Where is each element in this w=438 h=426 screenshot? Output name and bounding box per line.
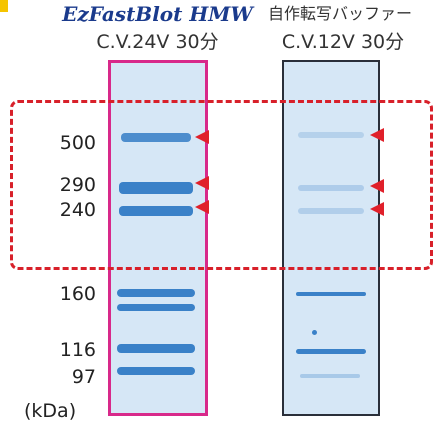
- left-column-title: EzFastBlot HMW: [62, 2, 253, 26]
- right-band-spot: [312, 330, 317, 335]
- left-column-condition: C.V.24V 30分: [96, 31, 219, 53]
- marker-label-500: 500: [59, 132, 96, 154]
- right-arrow-290: [370, 179, 384, 193]
- right-blot-lane: [282, 60, 380, 416]
- left-arrow-500: [195, 130, 209, 144]
- left-arrow-240: [195, 200, 209, 214]
- left-blot-lane: [108, 60, 208, 416]
- right-column-title: 自作転写バッファー: [267, 4, 412, 23]
- right-column-condition: C.V.12V 30分: [281, 31, 405, 53]
- right-band-116: [296, 349, 366, 354]
- right-arrow-240: [370, 202, 384, 216]
- left-band-160a: [117, 289, 195, 297]
- left-band-500: [121, 133, 191, 142]
- right-band-160: [296, 292, 366, 296]
- corner-accent: [0, 0, 8, 12]
- right-band-290: [298, 185, 364, 191]
- left-band-160b: [117, 304, 195, 311]
- left-band-97: [117, 367, 195, 375]
- unit-label: (kDa): [24, 400, 77, 422]
- left-arrow-290: [195, 176, 209, 190]
- marker-label-290: 290: [59, 174, 96, 196]
- marker-label-160: 160: [59, 283, 96, 305]
- right-arrow-500: [370, 128, 384, 142]
- marker-label-97: 97: [71, 366, 96, 388]
- right-band-500: [298, 132, 364, 138]
- marker-label-116: 116: [59, 339, 96, 361]
- marker-label-240: 240: [59, 199, 96, 221]
- left-band-240: [119, 206, 193, 216]
- left-band-116: [117, 344, 195, 353]
- left-band-290: [119, 182, 193, 194]
- right-band-240: [298, 208, 364, 214]
- right-band-97: [300, 374, 360, 378]
- highlight-region-box: [10, 100, 433, 270]
